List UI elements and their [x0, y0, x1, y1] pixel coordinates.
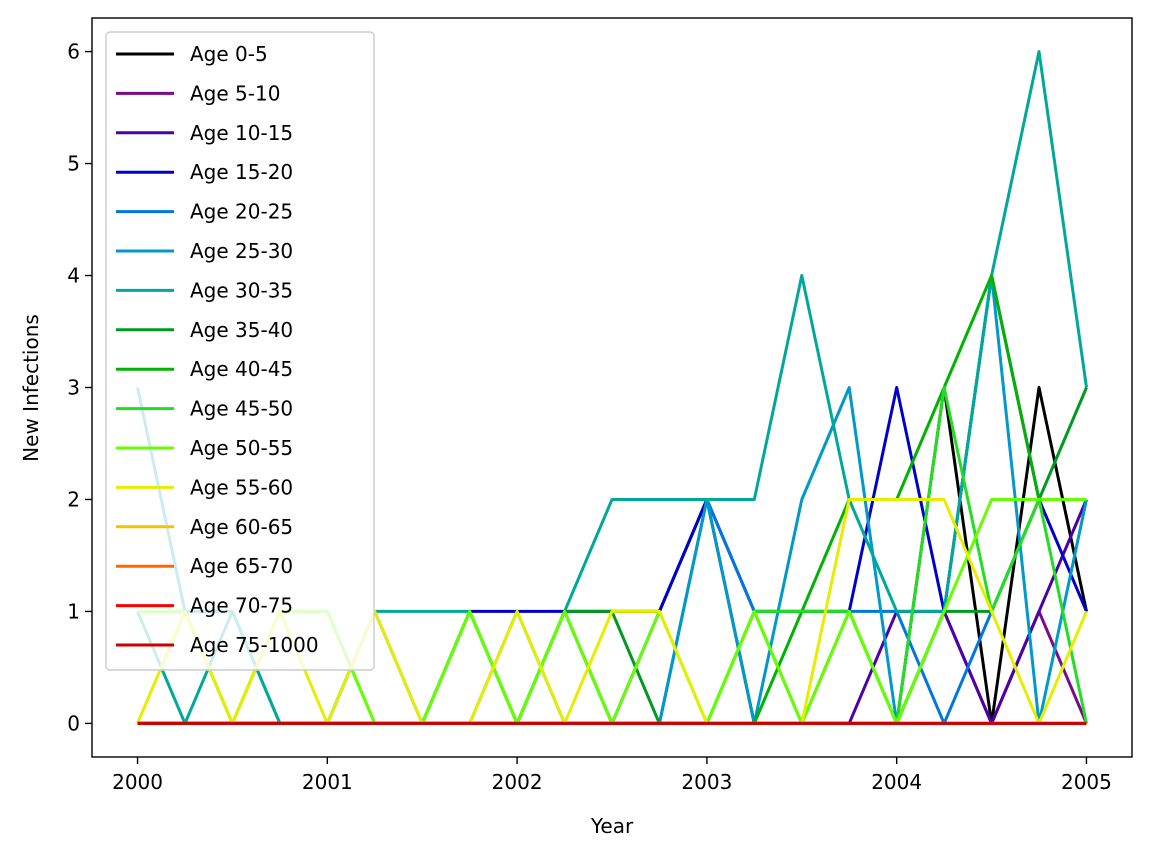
legend-label: Age 25-30: [190, 239, 293, 263]
x-tick-label: 2003: [681, 770, 732, 794]
x-tick-label: 2004: [871, 770, 922, 794]
legend-label: Age 5-10: [190, 81, 280, 105]
legend-label: Age 0-5: [190, 42, 268, 66]
legend-label: Age 20-25: [190, 200, 293, 224]
x-tick-label: 2000: [112, 770, 163, 794]
legend-label: Age 60-65: [190, 515, 293, 539]
legend-label: Age 50-55: [190, 436, 293, 460]
legend-label: Age 30-35: [190, 278, 293, 302]
legend-label: Age 70-75: [190, 594, 293, 618]
x-tick-label: 2005: [1061, 770, 1112, 794]
y-axis: 0 1 2 3 4 5 6: [67, 40, 92, 735]
y-tick-label: 1: [67, 599, 80, 623]
legend-label: Age 40-45: [190, 357, 293, 381]
y-tick-label: 0: [67, 711, 80, 735]
x-axis: 2000 2001 2002 2003 2004 2005: [112, 757, 1112, 794]
legend-label: Age 65-70: [190, 554, 293, 578]
legend-label: Age 15-20: [190, 160, 293, 184]
legend-label: Age 35-40: [190, 318, 293, 342]
x-tick-label: 2002: [492, 770, 543, 794]
y-tick-label: 2: [67, 487, 80, 511]
legend-label: Age 10-15: [190, 121, 293, 145]
legend-label: Age 75-1000: [190, 633, 319, 657]
y-tick-label: 5: [67, 152, 80, 176]
x-tick-label: 2001: [302, 770, 353, 794]
y-tick-label: 6: [67, 40, 80, 64]
series-layer: [136, 50, 1088, 725]
y-axis-title: New Infections: [19, 314, 43, 462]
legend: Age 0-5 Age 5-10 Age 10-15 Age 15-20 Age 20-…: [105, 31, 375, 671]
x-axis-title: Year: [590, 814, 634, 838]
y-tick-label: 3: [67, 376, 80, 400]
y-tick-label: 4: [67, 264, 80, 288]
legend-box: [105, 31, 375, 671]
legend-label: Age 45-50: [190, 397, 293, 421]
legend-label: Age 55-60: [190, 475, 293, 499]
